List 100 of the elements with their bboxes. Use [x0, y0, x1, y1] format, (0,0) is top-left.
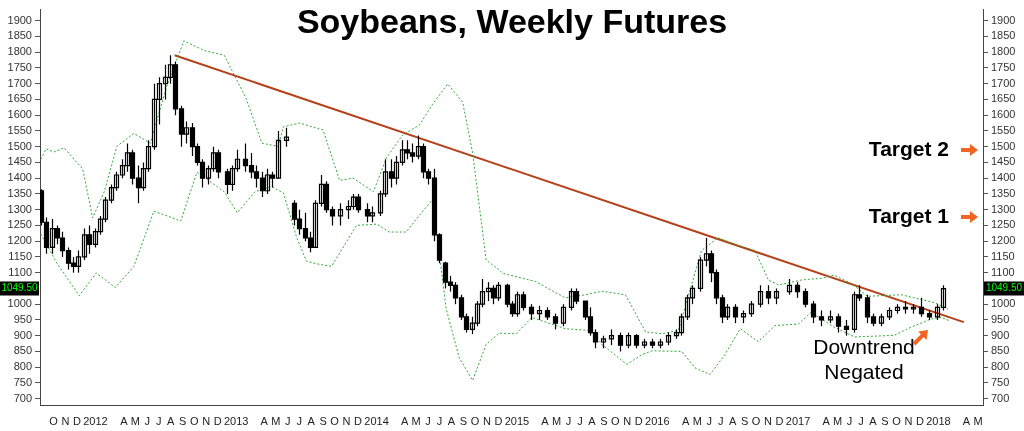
x-tick-label: 2017 [785, 414, 811, 427]
x-tick-label: M [551, 414, 562, 427]
x-tick-label: M [833, 414, 843, 427]
x-tick-label: D [494, 414, 503, 427]
y2-tick-label: 1650 [991, 92, 1016, 105]
x-tick-label: M [411, 414, 421, 427]
x-tick-label: J [846, 414, 853, 427]
y2-tick-label: 1500 [991, 139, 1016, 152]
y-tick-label: 1850 [7, 29, 32, 42]
x-tick-label: N [482, 414, 491, 427]
x-tick-label: A [120, 414, 129, 427]
x-tick-label: 2013 [223, 414, 249, 427]
x-tick-label: D [354, 414, 363, 427]
x-tick-label: J [706, 414, 712, 427]
x-tick-label: A [822, 414, 831, 427]
x-tick-label: O [751, 414, 761, 427]
y-tick-label: 1100 [8, 265, 32, 278]
x-tick-label: O [892, 414, 902, 427]
x-tick-label: 2018 [926, 414, 951, 427]
x-tick-label: S [459, 414, 468, 427]
line-series [40, 40, 949, 335]
y-tick-label: 1500 [7, 139, 32, 152]
annotation: Downtrend Negated [813, 335, 915, 384]
x-tick-label: J [717, 414, 724, 427]
y2-tick-label: 1200 [991, 234, 1016, 247]
y-tick-label: 1550 [7, 123, 32, 136]
x-tick-label: J [436, 414, 443, 427]
x-tick-label: J [156, 414, 162, 427]
x-tick-label: M [130, 414, 140, 427]
text: 1049.50 [985, 282, 1023, 294]
y2-tick-label: 1700 [991, 76, 1016, 89]
y-tick-label: 1700 [7, 76, 32, 89]
candlestick [568, 287, 575, 312]
y-tick-label: 1350 [7, 186, 32, 199]
x-tick-label: A [167, 414, 176, 427]
x-tick-label: 2014 [364, 414, 389, 427]
chart-title: Soybeans, Weekly Futures [296, 2, 728, 40]
x-tick-label: J [577, 414, 583, 427]
y-tick-label: 1250 [7, 218, 32, 231]
y-tick-label: 1450 [7, 155, 32, 168]
y-tick-label: 1200 [7, 234, 32, 247]
y-tick-label: 1150 [8, 249, 32, 262]
y-tick-label: 1800 [7, 45, 32, 58]
x-tick-label: N [764, 414, 773, 427]
x-tick-label: A [962, 414, 971, 427]
x-tick-label: M [692, 414, 702, 427]
x-tick-label: S [600, 414, 608, 427]
y-tick-label: 700 [13, 391, 32, 404]
y2-tick-label: 1100 [991, 265, 1015, 278]
y-tick-label: 1300 [7, 202, 32, 215]
x-tick-label: O [330, 414, 340, 427]
y2-tick-label: 850 [991, 344, 1010, 357]
x-tick-label: D [915, 414, 924, 427]
y2-tick-label: 1250 [991, 218, 1016, 231]
x-tick-label: D [72, 414, 81, 427]
x-tick-label: D [213, 414, 222, 427]
y2-tick-label: 1350 [991, 186, 1016, 199]
x-tick-label: N [61, 414, 70, 427]
x-tick-label: O [189, 414, 199, 427]
x-tick-label: J [296, 414, 302, 427]
x-tick-label: J [565, 414, 572, 427]
x-tick-label: N [342, 414, 351, 427]
annotation: Target 1 [868, 203, 950, 227]
y2-tick-label: 700 [991, 391, 1010, 404]
x-tick-label: S [881, 414, 889, 427]
x-tick-label: A [541, 414, 550, 427]
candlestick [851, 290, 858, 334]
y2-tick-label: 950 [991, 312, 1010, 325]
y-tick-label: 1750 [7, 60, 32, 73]
y2-tick-label: 1850 [991, 29, 1016, 42]
y2-tick-label: 750 [991, 375, 1010, 388]
y-tick-label: 800 [13, 360, 32, 373]
x-tick-label: 2016 [645, 414, 670, 427]
x-tick-label: O [49, 414, 59, 427]
candlestick [337, 202, 344, 227]
candlestick [264, 168, 271, 195]
y2-tick-label: 1750 [991, 60, 1016, 73]
x-tick-label: J [425, 414, 431, 427]
y2-tick-label: 900 [991, 328, 1010, 341]
y2-tick-label: 1300 [991, 202, 1016, 215]
y2-tick-label: 1900 [991, 13, 1016, 26]
y-tick-label: 1900 [7, 13, 32, 26]
x-tick-label: S [740, 414, 749, 427]
x-tick-label: 2012 [83, 414, 108, 427]
y2-tick-label: 800 [991, 360, 1010, 373]
x-tick-label: S [179, 414, 187, 427]
y2-tick-label: 1600 [991, 108, 1016, 121]
y-tick-label: 900 [13, 328, 32, 341]
x-tick-label: A [400, 414, 409, 427]
y2-tick-label: 1550 [991, 123, 1016, 136]
x-tick-label: A [588, 414, 597, 427]
x-tick-label: M [973, 414, 983, 427]
x-tick-label: M [271, 414, 281, 427]
x-tick-label: O [611, 414, 621, 427]
y-tick-label: 750 [13, 375, 32, 388]
x-tick-label: A [682, 414, 691, 427]
x-tick-label: A [307, 414, 316, 427]
x-tick-label: D [634, 414, 643, 427]
annotation: Target 2 [868, 136, 949, 160]
candlestick [495, 281, 502, 302]
